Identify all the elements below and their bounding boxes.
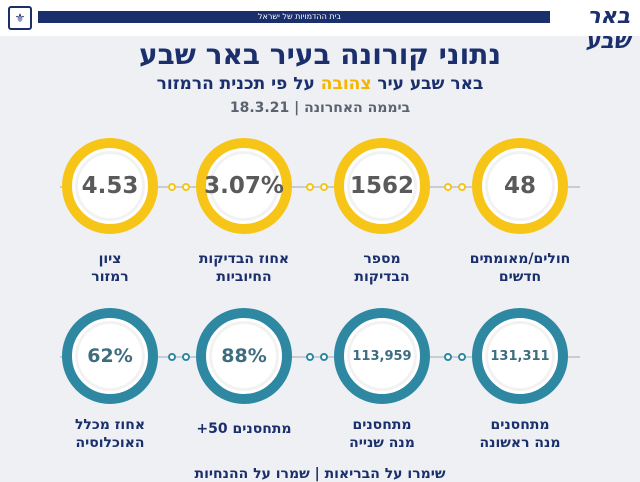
stat-label-line: חדשים [498, 269, 542, 285]
date-line: ביממה האחרונה | 18.3.21 [229, 100, 411, 116]
header-strip-text: בית ההדמויות של ישראל [258, 12, 342, 21]
stat-label-tests-count: מספר הבדיקות [317, 250, 447, 286]
stat-ring-new-cases: 48 [472, 138, 568, 234]
stat-label-vaccinated-50-plus: מתחסנים 50+ [179, 420, 309, 438]
stat-ring-positive-rate: 3.07% [196, 138, 292, 234]
page-title: נתוני קורונה בעיר באר שבע [138, 38, 502, 71]
stat-label-line: מנה ראשונה [479, 435, 561, 451]
connector-dot [168, 183, 176, 191]
stat-label-second-dose: מתחסנים מנה שנייה [317, 416, 447, 452]
stat-label-line: אחוז מכלל [74, 417, 146, 433]
subtitle-before: באר שבע עיר [371, 74, 484, 94]
connector-dot [320, 353, 328, 361]
stat-ring-first-dose: 131,311 [472, 308, 568, 404]
connector-dot [458, 183, 466, 191]
stat-label-traffic-score: ציון רמזור [45, 250, 175, 286]
stat-label-line: החיוביות [216, 269, 272, 285]
stat-value-second-dose: 113,959 [347, 321, 417, 391]
connector-dot [458, 353, 466, 361]
connector-dot [444, 183, 452, 191]
connector-dot [182, 183, 190, 191]
stat-value-new-cases: 48 [485, 151, 555, 221]
stat-value-first-dose: 131,311 [485, 321, 555, 391]
stat-value-positive-rate: 3.07% [204, 151, 284, 221]
page-subtitle: באר שבע עיר צהובה על פי תכנית הרמזור [0, 74, 640, 94]
connector-dot [306, 353, 314, 361]
stat-value-population-percent: 62% [75, 321, 145, 391]
stat-label-line: רמזור [91, 269, 129, 285]
connector-dot [320, 183, 328, 191]
stat-label-first-dose: מתחסנים מנה ראשונה [455, 416, 585, 452]
header-strip: בית ההדמויות של ישראל [38, 11, 550, 23]
subtitle-after: על פי תכנית הרמזור [156, 74, 321, 94]
stat-label-new-cases: חולים/מאומתים חדשים [455, 250, 585, 286]
stat-ring-vaccinated-50-plus: 88% [196, 308, 292, 404]
stat-ring-second-dose: 113,959 [334, 308, 430, 404]
stat-value-traffic-score: 4.53 [75, 151, 145, 221]
stat-ring-tests-count: 1562 [334, 138, 430, 234]
footer-message: שימרו על הבריאות | שמרו על ההנחיות [194, 466, 446, 482]
stat-label-line: מתחסנים [490, 417, 550, 433]
stat-value-vaccinated-50-plus: 88% [209, 321, 279, 391]
city-logo: באר שבע [550, 2, 630, 54]
stat-label-line: מספר [363, 251, 401, 267]
stat-value-tests-count: 1562 [347, 151, 417, 221]
stat-label-line: האוכלוסיה [75, 435, 145, 451]
stat-label-line: הבדיקות [354, 269, 410, 285]
stat-label-population-percent: אחוז מכלל האוכלוסיה [45, 416, 175, 452]
connector-dot [182, 353, 190, 361]
stat-label-line: אחוז הבדיקות [198, 251, 290, 267]
logo-text: באר שבע [585, 4, 630, 54]
stat-label-line: מתחסנים [352, 417, 412, 433]
stat-label-line: מנה שנייה [349, 435, 415, 451]
subtitle-highlight: צהובה [320, 74, 372, 94]
connector-dot [168, 353, 176, 361]
top-bar: ⚜ בית ההדמויות של ישראל באר שבע [0, 0, 640, 54]
stat-label-line: חולים/מאומתים [469, 251, 571, 267]
stat-label-line: ציון [98, 251, 122, 267]
stat-ring-population-percent: 62% [62, 308, 158, 404]
municipal-seal-icon: ⚜ [8, 6, 32, 30]
connector-dot [306, 183, 314, 191]
connector-dot [444, 353, 452, 361]
stat-ring-traffic-score: 4.53 [62, 138, 158, 234]
stat-label-line: מתחסנים 50+ [196, 421, 292, 437]
stat-label-positive-rate: אחוז הבדיקות החיוביות [179, 250, 309, 286]
